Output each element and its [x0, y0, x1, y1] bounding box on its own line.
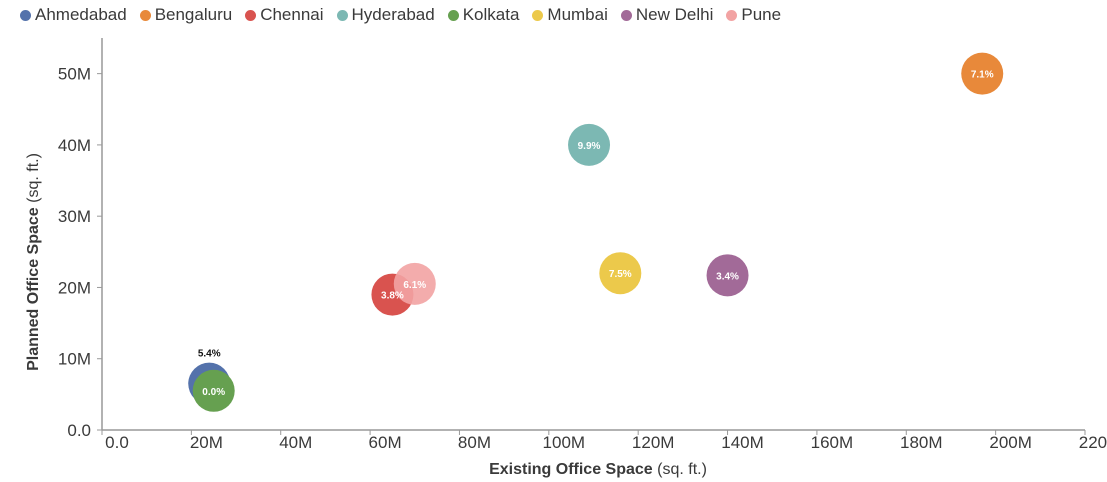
legend-item[interactable]: Ahmedabad: [20, 5, 127, 25]
data-label: 0.0%: [202, 387, 225, 398]
bubble-new-delhi[interactable]: [706, 254, 749, 297]
legend-marker-icon: [245, 9, 257, 21]
y-tick-label: 20M: [58, 278, 91, 297]
legend-label: New Delhi: [635, 5, 714, 24]
legend-label: Bengaluru: [154, 5, 233, 24]
y-tick-label: 50M: [58, 65, 91, 84]
x-tick-label: 160M: [811, 433, 854, 452]
x-axis-title-unit: (sq. ft.): [653, 461, 707, 478]
data-label: 3.8%: [381, 291, 404, 302]
x-tick-label: 220M: [1079, 433, 1107, 452]
x-tick-label: 200M: [989, 433, 1032, 452]
x-axis-title-main: Existing Office Space: [489, 461, 653, 478]
x-axis-title: Existing Office Space (sq. ft.): [489, 461, 707, 478]
x-tick-label: 100M: [543, 433, 586, 452]
x-tick-label: 120M: [632, 433, 675, 452]
legend-label: Pune: [741, 5, 782, 24]
legend-marker-icon: [336, 9, 348, 21]
x-tick-label: 60M: [369, 433, 402, 452]
bubble-kolkata[interactable]: [192, 369, 235, 412]
legend-marker-icon: [447, 9, 459, 21]
legend-label: Hyderabad: [351, 5, 435, 24]
bubble-mumbai[interactable]: [599, 252, 642, 295]
data-label: 9.9%: [578, 141, 601, 152]
legend-marker-icon: [620, 9, 632, 21]
y-tick-label: 0.0: [67, 421, 91, 440]
legend-marker-icon: [139, 9, 151, 21]
legend-item[interactable]: Pune: [726, 5, 781, 25]
data-label: 7.1%: [971, 70, 994, 81]
x-tick-label: 20M: [190, 433, 223, 452]
legend-marker-icon: [20, 9, 31, 21]
x-tick-label: 180M: [900, 433, 943, 452]
data-label: 6.1%: [403, 280, 426, 291]
legend-item[interactable]: Mumbai: [532, 5, 608, 25]
data-label: 3.4%: [716, 271, 739, 282]
legend-label: Mumbai: [547, 5, 608, 24]
legend: Ahmedabad Bengaluru Chennai Hyderabad Kolkat…: [20, 4, 781, 26]
y-axis-title-unit: (sq. ft.): [25, 153, 42, 207]
data-label: 7.5%: [609, 269, 632, 280]
y-axis-title-main: Planned Office Space: [25, 207, 42, 371]
legend-item[interactable]: Kolkata: [447, 5, 520, 25]
legend-item[interactable]: New Delhi: [620, 5, 714, 25]
legend-marker-icon: [532, 9, 544, 21]
bubble-pune[interactable]: [393, 262, 436, 305]
legend-label: Ahmedabad: [35, 5, 127, 24]
legend-label: Chennai: [260, 5, 324, 24]
x-tick-label: 140M: [721, 433, 764, 452]
legend-marker-icon: [726, 9, 738, 21]
data-label: 5.4%: [198, 349, 221, 360]
bubble-bengaluru[interactable]: [961, 52, 1004, 95]
x-tick-label: 80M: [458, 433, 491, 452]
x-tick-label: 40M: [279, 433, 312, 452]
y-tick-label: 10M: [58, 350, 91, 369]
legend-label: Kolkata: [462, 5, 520, 24]
legend-item[interactable]: Chennai: [245, 5, 324, 25]
y-tick-label: 40M: [58, 136, 91, 155]
y-tick-label: 30M: [58, 207, 91, 226]
x-tick-label: 0.0: [105, 433, 129, 452]
y-axis-title: Planned Office Space (sq. ft.): [25, 153, 42, 371]
legend-item[interactable]: Hyderabad: [336, 5, 435, 25]
bubble-hyderabad[interactable]: [568, 123, 611, 166]
legend-item[interactable]: Bengaluru: [139, 5, 233, 25]
